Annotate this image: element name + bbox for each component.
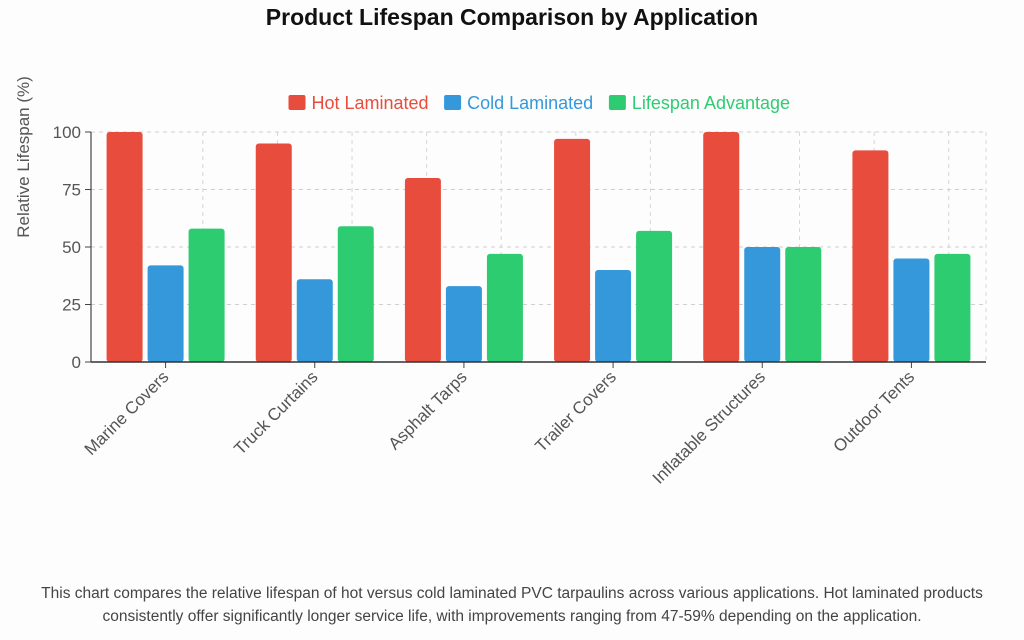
y-axis-label: Relative Lifespan (%) <box>14 76 33 238</box>
legend-swatch <box>608 95 626 110</box>
legend-label: Lifespan Advantage <box>632 93 790 113</box>
y-tick-label: 50 <box>62 238 81 257</box>
bar-cold-laminated <box>893 258 930 362</box>
bar-cold-laminated <box>595 270 632 362</box>
x-tick-label: Marine Covers <box>81 367 173 459</box>
bar-cold-laminated <box>296 279 333 362</box>
bar-lifespan-advantage <box>785 247 822 362</box>
bar-hot-laminated <box>404 178 441 362</box>
bar-lifespan-advantage <box>486 253 523 362</box>
bar-cold-laminated <box>147 265 184 362</box>
bar-cold-laminated <box>445 286 482 362</box>
bars <box>106 132 971 362</box>
legend-label: Cold Laminated <box>467 93 593 113</box>
bar-hot-laminated <box>554 138 591 362</box>
legend-swatch <box>444 95 462 110</box>
legend-label: Hot Laminated <box>312 93 429 113</box>
bar-hot-laminated <box>852 150 889 362</box>
x-tick-label: Truck Curtains <box>230 367 321 458</box>
bar-lifespan-advantage <box>636 230 673 362</box>
legend-swatch <box>288 95 306 110</box>
bar-hot-laminated <box>255 143 292 362</box>
x-tick-label: Trailer Covers <box>531 367 619 455</box>
bar-cold-laminated <box>744 247 781 362</box>
bar-chart: Hot Laminated Cold Laminated Lifespan Adva… <box>14 76 987 488</box>
y-tick-label: 75 <box>62 181 81 200</box>
grid-lines <box>91 131 987 362</box>
y-tick-label: 100 <box>53 123 81 142</box>
legend: Hot Laminated Cold Laminated Lifespan Adva… <box>288 93 790 113</box>
x-tick-label: Asphalt Tarps <box>385 367 471 453</box>
y-tick-label: 0 <box>72 353 81 372</box>
x-tick-label: Inflatable Structures <box>649 367 769 487</box>
bar-lifespan-advantage <box>934 253 971 362</box>
chart-title: Product Lifespan Comparison by Applicati… <box>265 4 759 30</box>
chart-caption: This chart compares the relative lifespa… <box>41 585 983 625</box>
bar-hot-laminated <box>106 132 143 362</box>
bar-lifespan-advantage <box>337 226 374 362</box>
x-tick-label: Outdoor Tents <box>830 367 919 456</box>
bar-lifespan-advantage <box>188 228 225 362</box>
bar-hot-laminated <box>703 132 740 362</box>
y-tick-label: 25 <box>62 296 81 315</box>
